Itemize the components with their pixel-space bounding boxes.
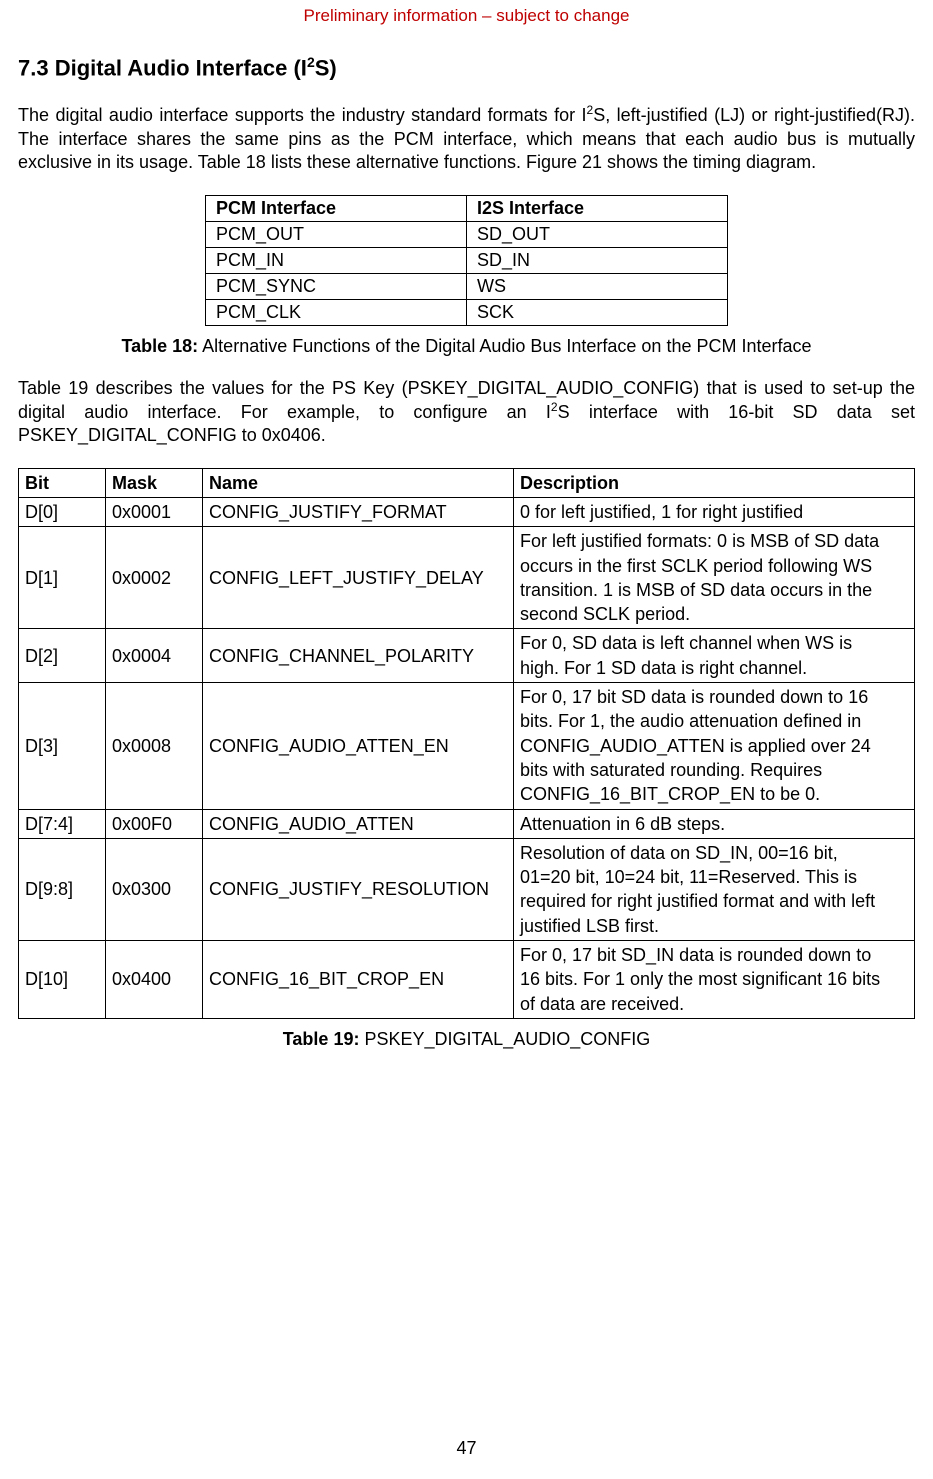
paragraph-1: The digital audio interface supports the… — [18, 103, 915, 174]
section-title-suffix: S) — [315, 55, 337, 80]
section-title-prefix: Digital Audio Interface (I — [55, 55, 307, 80]
table-cell: For 0, 17 bit SD_IN data is rounded down… — [514, 941, 915, 1019]
table-row: PCM_SYNC WS — [206, 273, 728, 299]
caption-text: Alternative Functions of the Digital Aud… — [198, 336, 811, 356]
table-cell: PCM_CLK — [206, 299, 467, 325]
table-cell: 0x0300 — [106, 838, 203, 940]
table-cell: D[2] — [19, 629, 106, 683]
table-cell: CONFIG_LEFT_JUSTIFY_DELAY — [203, 527, 514, 629]
para1-seg1: The digital audio interface supports the… — [18, 105, 587, 125]
table-cell: 0x0008 — [106, 683, 203, 809]
table-row: D[0] 0x0001 CONFIG_JUSTIFY_FORMAT 0 for … — [19, 497, 915, 526]
table-cell: 0x0001 — [106, 497, 203, 526]
table-row: D[2] 0x0004 CONFIG_CHANNEL_POLARITY For … — [19, 629, 915, 683]
table-cell: 0x0400 — [106, 941, 203, 1019]
table-19-caption: Table 19: PSKEY_DIGITAL_AUDIO_CONFIG — [18, 1029, 915, 1050]
table-cell: PCM_IN — [206, 247, 467, 273]
table-row: D[7:4] 0x00F0 CONFIG_AUDIO_ATTEN Attenua… — [19, 809, 915, 838]
caption-text: PSKEY_DIGITAL_AUDIO_CONFIG — [359, 1029, 650, 1049]
table-cell: CONFIG_JUSTIFY_FORMAT — [203, 497, 514, 526]
page-number: 47 — [0, 1438, 933, 1459]
table-row: D[9:8] 0x0300 CONFIG_JUSTIFY_RESOLUTION … — [19, 838, 915, 940]
table-header-cell: Description — [514, 468, 915, 497]
table-cell: D[7:4] — [19, 809, 106, 838]
para2-sup: 2 — [551, 400, 558, 414]
table-cell: D[10] — [19, 941, 106, 1019]
table-header-cell: Mask — [106, 468, 203, 497]
table-row: PCM_IN SD_IN — [206, 247, 728, 273]
table-cell: For 0, SD data is left channel when WS i… — [514, 629, 915, 683]
table-cell: PCM_OUT — [206, 221, 467, 247]
table-header-cell: Bit — [19, 468, 106, 497]
table-18: PCM Interface I2S Interface PCM_OUT SD_O… — [205, 195, 728, 326]
table-row: PCM_OUT SD_OUT — [206, 221, 728, 247]
table-cell: D[0] — [19, 497, 106, 526]
table-cell: D[1] — [19, 527, 106, 629]
table-18-caption: Table 18: Alternative Functions of the D… — [18, 336, 915, 357]
table-cell: WS — [467, 273, 728, 299]
table-cell: 0 for left justified, 1 for right justif… — [514, 497, 915, 526]
table-cell: Resolution of data on SD_IN, 00=16 bit,0… — [514, 838, 915, 940]
caption-label: Table 18: — [121, 336, 198, 356]
table-row: PCM_CLK SCK — [206, 299, 728, 325]
table-cell: For left justified formats: 0 is MSB of … — [514, 527, 915, 629]
table-cell: For 0, 17 bit SD data is rounded down to… — [514, 683, 915, 809]
table-cell: D[9:8] — [19, 838, 106, 940]
table-cell: 0x0002 — [106, 527, 203, 629]
table-header-cell: I2S Interface — [467, 195, 728, 221]
paragraph-2: Table 19 describes the values for the PS… — [18, 377, 915, 448]
section-heading: 7.3 Digital Audio Interface (I2S) — [18, 54, 915, 81]
caption-label: Table 19: — [283, 1029, 360, 1049]
table-row: D[1] 0x0002 CONFIG_LEFT_JUSTIFY_DELAY Fo… — [19, 527, 915, 629]
table-cell: 0x00F0 — [106, 809, 203, 838]
page: Preliminary information – subject to cha… — [0, 0, 933, 1479]
table-row: D[3] 0x0008 CONFIG_AUDIO_ATTEN_EN For 0,… — [19, 683, 915, 809]
table-cell: CONFIG_16_BIT_CROP_EN — [203, 941, 514, 1019]
table-cell: Attenuation in 6 dB steps. — [514, 809, 915, 838]
table-row: PCM Interface I2S Interface — [206, 195, 728, 221]
table-cell: CONFIG_AUDIO_ATTEN_EN — [203, 683, 514, 809]
table-header-cell: Name — [203, 468, 514, 497]
table-cell: CONFIG_CHANNEL_POLARITY — [203, 629, 514, 683]
table-cell: SCK — [467, 299, 728, 325]
section-number: 7.3 — [18, 55, 49, 80]
table-cell: SD_IN — [467, 247, 728, 273]
table-cell: CONFIG_JUSTIFY_RESOLUTION — [203, 838, 514, 940]
table-cell: SD_OUT — [467, 221, 728, 247]
table-cell: D[3] — [19, 683, 106, 809]
table-19: Bit Mask Name Description D[0] 0x0001 CO… — [18, 468, 915, 1019]
table-row: D[10] 0x0400 CONFIG_16_BIT_CROP_EN For 0… — [19, 941, 915, 1019]
preliminary-banner: Preliminary information – subject to cha… — [18, 0, 915, 54]
table-cell: CONFIG_AUDIO_ATTEN — [203, 809, 514, 838]
table-row: Bit Mask Name Description — [19, 468, 915, 497]
table-header-cell: PCM Interface — [206, 195, 467, 221]
section-title-sup: 2 — [307, 54, 315, 70]
table-cell: 0x0004 — [106, 629, 203, 683]
table-cell: PCM_SYNC — [206, 273, 467, 299]
